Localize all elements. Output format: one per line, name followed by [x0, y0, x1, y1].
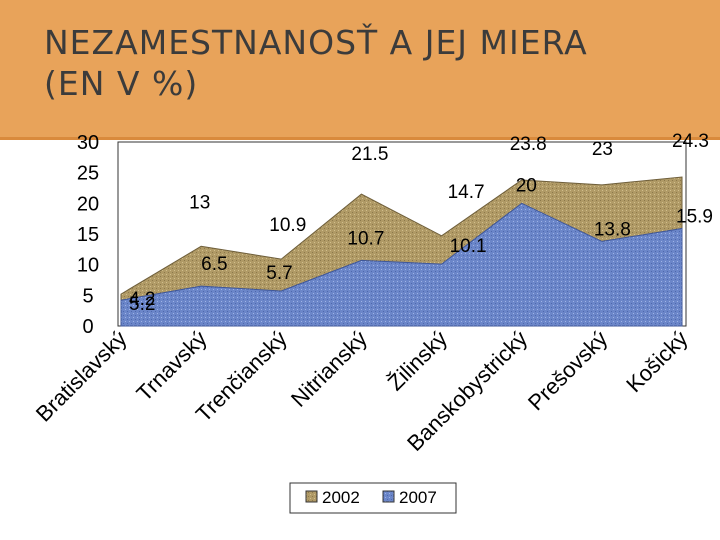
category-label: Žilinský	[383, 326, 453, 396]
data-label-2002: 10.9	[269, 215, 306, 236]
data-label-2007: 15.9	[676, 206, 713, 227]
data-label-2002: 21.5	[351, 144, 388, 165]
data-label-2007: 4.2	[129, 289, 155, 310]
data-label-2002: 24.3	[672, 131, 709, 152]
data-label-2002: 13	[189, 192, 210, 213]
data-label-2007: 20	[516, 175, 537, 196]
category-label: Nitrianský	[286, 326, 372, 412]
data-label-2007: 10.1	[450, 236, 487, 257]
page-title: NEZAMESTNANOSŤ A JEJ MIERA (EN V %)	[44, 22, 588, 105]
y-tick-label: 10	[77, 255, 99, 277]
category-label: Trnavský	[131, 326, 211, 406]
data-label-2007: 13.8	[594, 219, 631, 240]
title-line-2: (EN V %)	[44, 64, 199, 104]
y-tick-label: 0	[82, 316, 93, 338]
category-label: Bratislavský	[31, 326, 132, 427]
data-label-2002: 23	[592, 139, 613, 160]
title-band: NEZAMESTNANOSŤ A JEJ MIERA (EN V %)	[0, 0, 720, 140]
y-tick-label: 5	[82, 285, 93, 307]
data-label-2007: 5.7	[266, 263, 292, 284]
legend-box	[289, 482, 457, 514]
data-label-2002: 23.8	[510, 134, 547, 155]
data-label-2002: 5.2	[129, 294, 155, 315]
data-label-2007: 10.7	[347, 228, 384, 249]
data-label-2007: 6.5	[201, 254, 227, 275]
legend-swatch-2002	[305, 490, 318, 503]
data-label-2002: 14.7	[448, 182, 485, 203]
legend-label-2002: 2002	[322, 488, 360, 507]
y-tick-label: 15	[77, 224, 99, 246]
y-tick-label: 25	[77, 163, 99, 185]
category-label: Košický	[621, 326, 692, 397]
legend-label-2007: 2007	[399, 488, 437, 507]
category-label: Prešovský	[523, 326, 612, 415]
legend-swatch-2007	[382, 490, 395, 503]
y-tick-label: 20	[77, 193, 99, 215]
y-tick-label: 30	[77, 132, 99, 154]
title-line-1: NEZAMESTNANOSŤ A JEJ MIERA	[44, 23, 588, 62]
area-series-2007	[120, 202, 683, 327]
